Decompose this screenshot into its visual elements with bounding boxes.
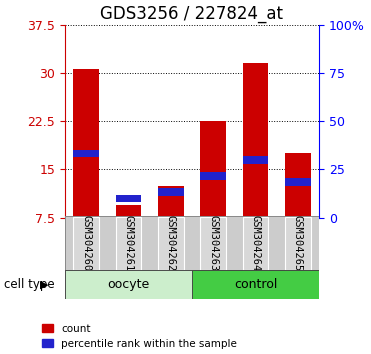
Bar [73, 149, 99, 157]
Text: GSM304261: GSM304261 [124, 215, 134, 272]
Bar [243, 156, 268, 164]
Bar [285, 153, 311, 218]
Text: GSM304264: GSM304264 [250, 215, 260, 272]
Text: control: control [234, 278, 277, 291]
Text: GSM304262: GSM304262 [166, 215, 176, 272]
Text: GSM304265: GSM304265 [293, 215, 303, 272]
Bar [158, 185, 184, 218]
Bar [200, 121, 226, 218]
Text: GSM304260: GSM304260 [81, 215, 91, 272]
Bar [116, 217, 141, 270]
Bar [116, 195, 141, 202]
Bar [243, 217, 268, 270]
Title: GDS3256 / 227824_at: GDS3256 / 227824_at [101, 6, 283, 23]
Bar [158, 188, 184, 196]
Text: oocyte: oocyte [107, 278, 150, 291]
Bar [243, 63, 268, 218]
Legend: count, percentile rank within the sample: count, percentile rank within the sample [42, 324, 237, 349]
Bar [73, 69, 99, 218]
Bar [192, 270, 319, 299]
Bar [65, 270, 192, 299]
Bar [73, 217, 99, 270]
Bar [285, 217, 311, 270]
Text: cell type: cell type [4, 278, 54, 291]
Bar [200, 172, 226, 180]
Bar [158, 217, 184, 270]
Bar [116, 205, 141, 218]
Bar [200, 217, 226, 270]
Bar [285, 178, 311, 186]
Text: GSM304263: GSM304263 [208, 215, 218, 272]
Text: ▶: ▶ [40, 280, 48, 290]
